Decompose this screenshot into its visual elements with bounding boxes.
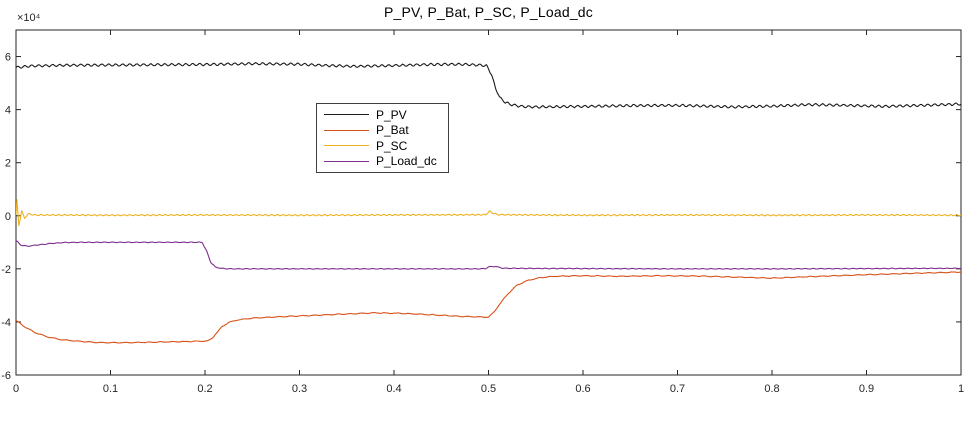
svg-text:0.3: 0.3	[292, 383, 307, 395]
svg-text:-4: -4	[1, 317, 11, 329]
svg-text:0.1: 0.1	[103, 383, 118, 395]
legend-label-p-sc: P_SC	[376, 138, 408, 153]
legend: P_PV P_Bat P_SC P_Load_dc	[316, 103, 449, 173]
svg-text:4: 4	[5, 105, 11, 117]
legend-line-sample-p-sc	[324, 145, 369, 147]
svg-text:0.4: 0.4	[386, 383, 401, 395]
legend-label-p-bat: P_Bat	[376, 123, 409, 138]
svg-text:0.7: 0.7	[670, 383, 685, 395]
legend-item-p-pv: P_PV	[324, 107, 448, 122]
legend-item-p-bat: P_Bat	[324, 123, 448, 138]
legend-item-p-load-dc: P_Load_dc	[324, 154, 448, 169]
legend-line-sample-p-pv	[324, 114, 369, 116]
svg-text:0.9: 0.9	[859, 383, 874, 395]
chart-title: P_PV, P_Bat, P_SC, P_Load_dc	[383, 4, 593, 20]
svg-text:0.8: 0.8	[764, 383, 779, 395]
legend-line-sample-p-load-dc	[324, 160, 369, 162]
svg-text:-2: -2	[1, 264, 11, 276]
legend-label-p-pv: P_PV	[376, 107, 407, 122]
svg-text:0.2: 0.2	[197, 383, 212, 395]
legend-label-p-load-dc: P_Load_dc	[376, 154, 437, 169]
legend-line-sample-p-bat	[324, 129, 369, 131]
svg-text:6: 6	[5, 52, 11, 64]
svg-text:-6: -6	[1, 370, 11, 382]
svg-text:0.5: 0.5	[481, 383, 496, 395]
svg-text:0: 0	[5, 211, 11, 223]
svg-text:2: 2	[5, 158, 11, 170]
svg-text:0.6: 0.6	[575, 383, 590, 395]
svg-text:1: 1	[958, 383, 964, 395]
y-axis-exponent-label: ×10⁴	[17, 12, 41, 24]
svg-text:0: 0	[13, 383, 19, 395]
legend-item-p-sc: P_SC	[324, 138, 448, 153]
